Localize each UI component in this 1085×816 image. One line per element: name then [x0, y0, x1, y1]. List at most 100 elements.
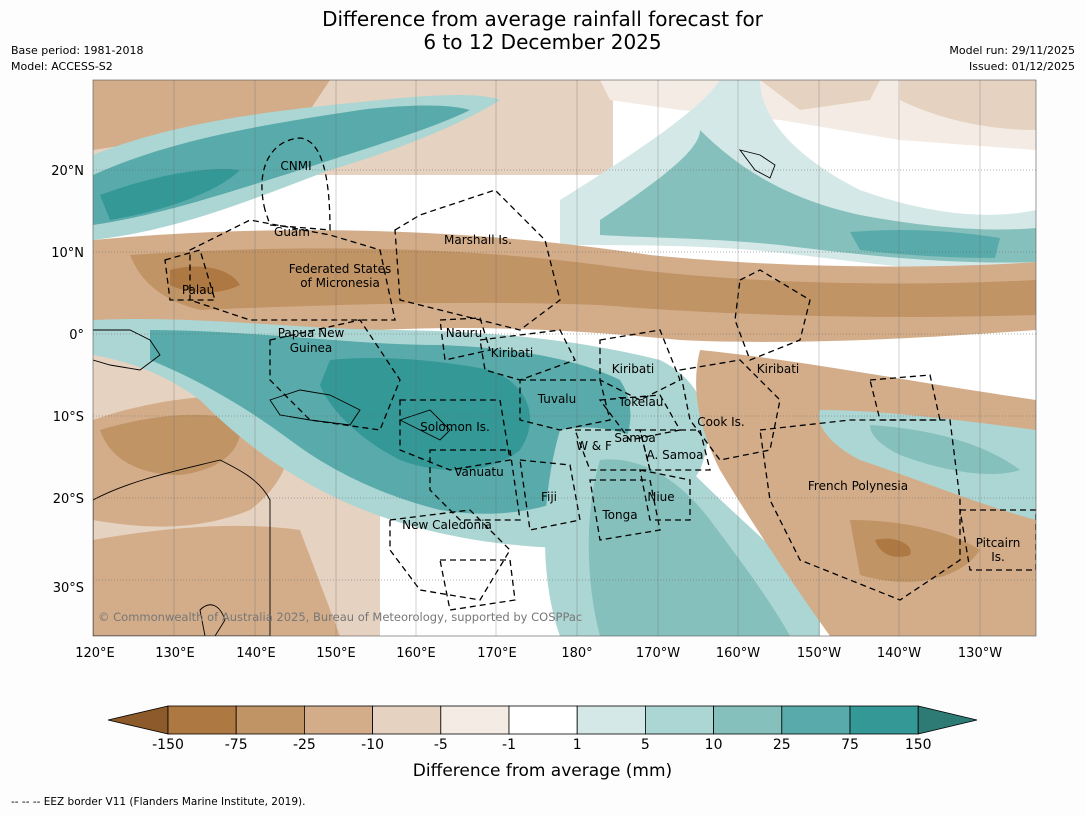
region-southwest-brown: [93, 525, 340, 636]
place-label: Kiribati: [757, 362, 799, 376]
colorbar-swatch: [576, 705, 646, 735]
issued-text: Issued: 01/12/2025: [968, 60, 1075, 73]
region-southeast-darkest: [875, 538, 911, 557]
place-label: Vanuatu: [454, 465, 504, 479]
colorbar-tick-label: -75: [224, 737, 248, 753]
map-frame: [92, 79, 1037, 637]
region-spcz-teal-core: [320, 358, 530, 471]
colorbar-tick-label: -25: [292, 737, 316, 753]
lon-label: 160°W: [716, 646, 760, 661]
colorbar-tick-label: -10: [361, 737, 385, 753]
colorbar-tick-label: 1: [572, 737, 582, 753]
place-label: Pitcairn: [976, 536, 1021, 550]
colorbar-swatch: [508, 705, 578, 735]
lat-label: 30°S: [53, 581, 84, 596]
region-australia-dark-brown: [100, 414, 241, 475]
place-label: Kiribati: [612, 362, 654, 376]
region-far-northeast-tan: [900, 80, 1036, 130]
place-label: Palau: [182, 283, 214, 297]
lon-label: 170°E: [477, 646, 517, 661]
longitude-labels: 120°E 130°E 140°E 150°E 160°E 170°E 180°…: [75, 646, 1002, 661]
lon-label: 160°E: [396, 646, 436, 661]
lat-label: 20°N: [51, 164, 84, 179]
region-northeast-teal-core: [850, 230, 1000, 258]
place-label: Guinea: [290, 341, 333, 355]
colorbar-tick-label: 5: [640, 737, 650, 753]
place-label: Nauru: [446, 326, 482, 340]
colorbar-tick-label: 150: [904, 737, 932, 753]
map-title-line1: Difference from average rainfall forecas…: [322, 7, 763, 31]
place-label: W & F: [576, 439, 612, 453]
region-northeast-teal-mid: [600, 130, 1036, 263]
place-label: Tonga: [601, 508, 637, 522]
place-label: of Micronesia: [300, 276, 380, 290]
map-panel: CNMI Guam Marshall Is. Federated States …: [93, 80, 1036, 636]
colorbar-tick-label: 25: [772, 737, 791, 753]
region-northeast-tan: [760, 80, 880, 110]
colorbar-tick-label: 75: [841, 737, 859, 753]
copyright-text: © Commonwealth of Australia 2025, Bureau…: [98, 610, 582, 624]
region-northwest-brown: [93, 80, 330, 150]
colorbar-swatch: [781, 705, 851, 735]
region-east-teal-outer: [819, 410, 1036, 520]
latitude-labels: 20°N 10°N 0° 10°S 20°S 30°S: [51, 164, 84, 596]
place-label: Marshall Is.: [444, 233, 512, 247]
gridlines: [93, 80, 1036, 636]
colorbar-swatch: [849, 705, 919, 735]
lon-label: 130°E: [155, 646, 195, 661]
place-label: Federated States: [289, 262, 391, 276]
place-label: Samoa: [614, 431, 655, 445]
eez-borders: [164, 137, 1036, 611]
place-label: Kiribati: [491, 346, 533, 360]
place-label: Solomon Is.: [420, 420, 490, 434]
colorbar-extend-high: [917, 705, 978, 735]
colorbar: [107, 705, 978, 735]
colorbar-swatch: [440, 705, 510, 735]
colorbar-extend-low: [107, 705, 169, 735]
region-north-teal-core: [100, 169, 240, 220]
colorbar-swatch: [372, 705, 442, 735]
place-label: Tuvalu: [537, 392, 577, 406]
model-text: Model: ACCESS-S2: [11, 60, 113, 73]
place-label: Is.: [991, 550, 1005, 564]
eez-footnote: -- -- -- EEZ border V11 (Flanders Marine…: [11, 796, 306, 808]
place-label: Fiji: [541, 490, 557, 504]
lon-label: 180°: [561, 646, 592, 661]
colorbar-swatch: [303, 705, 373, 735]
region-southeast-dark-brown: [850, 520, 980, 582]
model-run-text: Model run: 29/11/2025: [949, 44, 1075, 57]
lat-label: 0°: [69, 328, 84, 343]
region-east-teal-mid: [870, 425, 1020, 475]
colorbar-tick-label: 10: [704, 737, 723, 753]
place-label: A. Samoa: [647, 448, 704, 462]
place-label: Tokelau: [618, 395, 664, 409]
lon-label: 170°W: [636, 646, 680, 661]
lat-label: 10°N: [51, 246, 84, 261]
base-period-text: Base period: 1981-2018: [11, 44, 144, 57]
map-title-line2: 6 to 12 December 2025: [423, 30, 662, 54]
lon-label: 140°W: [877, 646, 921, 661]
lat-label: 20°S: [53, 492, 84, 507]
place-label: French Polynesia: [808, 479, 908, 493]
colorbar-tick-label: -5: [433, 737, 448, 753]
place-label: Papua New: [278, 326, 345, 340]
colorbar-swatch: [167, 705, 237, 735]
colorbar-swatch: [645, 705, 715, 735]
colorbar-title: Difference from average (mm): [412, 761, 673, 781]
place-label: New Caledonia: [402, 518, 492, 532]
place-label: Guam: [274, 225, 310, 239]
region-equatorial-dry-core: [170, 266, 240, 293]
lon-label: 120°E: [75, 646, 115, 661]
colorbar-tick-label: -1: [502, 737, 516, 753]
lon-label: 150°E: [316, 646, 356, 661]
place-label: Cook Is.: [697, 415, 744, 429]
colorbar-tick-label: -150: [152, 737, 184, 753]
place-label: CNMI: [280, 159, 311, 173]
colorbar-swatch: [235, 705, 305, 735]
place-labels: CNMI Guam Marshall Is. Federated States …: [182, 159, 1020, 564]
lon-label: 140°E: [236, 646, 276, 661]
lon-label: 130°W: [958, 646, 1002, 661]
lon-label: 150°W: [797, 646, 841, 661]
region-south-teal-mid: [588, 459, 790, 636]
